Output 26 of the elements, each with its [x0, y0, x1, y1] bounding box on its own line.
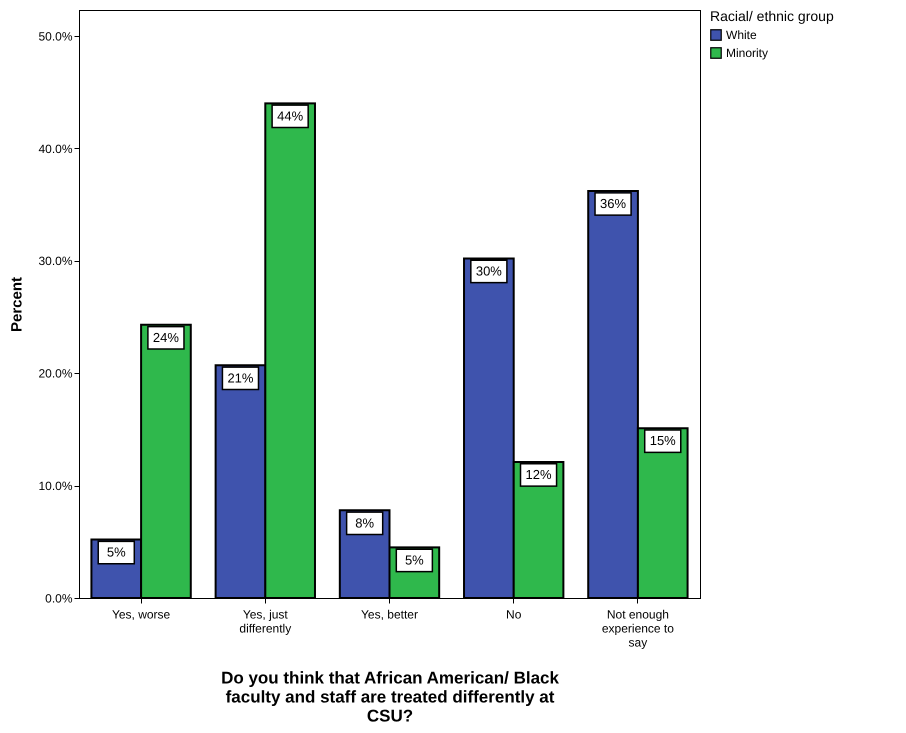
y-tick-label: 10.0%	[38, 479, 73, 494]
legend-label: White	[726, 28, 757, 42]
x-tick-label: Yes, worse	[112, 608, 171, 622]
y-tick-label: 30.0%	[38, 254, 73, 268]
data-label: 5%	[404, 552, 424, 568]
x-tick-label: Yes, just differently	[239, 608, 292, 636]
legend-label: Minority	[726, 46, 768, 60]
data-label: 44%	[277, 108, 304, 124]
data-label: 24%	[152, 330, 180, 345]
data-label: 5%	[106, 544, 126, 560]
y-tick-label: 40.0%	[38, 142, 73, 156]
x-axis-title: Do you think that African American/ Black faculty and staff are treated differently at CSU?	[221, 668, 560, 726]
data-label: 36%	[600, 196, 627, 212]
y-axis-title: Percent	[8, 276, 26, 332]
y-tick-label: 50.0%	[38, 29, 73, 44]
data-label: 15%	[650, 433, 676, 448]
data-label: 12%	[526, 466, 552, 482]
legend-title: Racial/ ethnic group	[710, 8, 834, 24]
data-label: 21%	[227, 370, 254, 386]
data-label: 8%	[355, 515, 374, 530]
data-label: 30%	[476, 263, 502, 278]
y-tick-label: 20.0%	[38, 366, 73, 381]
x-tick-label: No	[506, 608, 522, 622]
x-tick-label: Yes, better	[361, 608, 418, 622]
y-tick-label: 0.0%	[45, 592, 73, 606]
x-tick-label: Not enough experience to say	[602, 608, 674, 650]
